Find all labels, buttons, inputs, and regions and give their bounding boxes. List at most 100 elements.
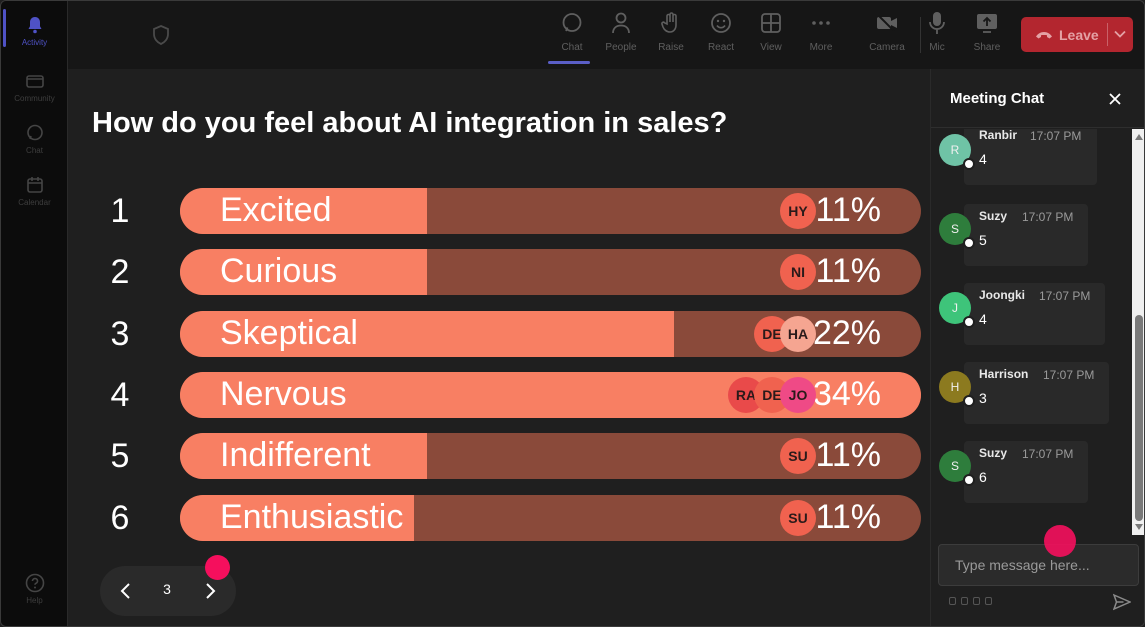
avatar: R — [939, 134, 971, 166]
voter-avatars: SU — [780, 499, 816, 536]
option-percent: 11% — [815, 497, 881, 536]
presence-status-icon — [963, 237, 975, 249]
option-bar: Curious 11% NI — [180, 249, 921, 296]
rail-item-help[interactable]: Help — [7, 565, 62, 613]
app-rail: Activity Community Chat Calendar Help — [1, 1, 68, 626]
toolbar-raise-button[interactable]: Raise — [647, 11, 695, 61]
toolbar-chat-button[interactable]: Chat — [548, 11, 596, 64]
more-icon — [809, 11, 833, 35]
option-label: Enthusiastic — [220, 497, 404, 536]
poll-option-row: 2 Curious 11% NI — [68, 249, 930, 296]
raise-hand-icon — [659, 11, 683, 35]
format-icon[interactable] — [949, 597, 956, 605]
toolbar-camera-button[interactable]: Camera — [863, 11, 911, 61]
cursor-marker — [1044, 525, 1076, 557]
chat-header: Meeting Chat — [931, 69, 1144, 128]
chat-input-box — [938, 544, 1139, 586]
meeting-chat-panel: Meeting Chat Ranbir 17:07 PM 4 R Suzy 17:07 P… — [930, 69, 1144, 626]
voter-avatar[interactable]: SU — [780, 438, 816, 475]
presence-status-icon — [963, 316, 975, 328]
option-label: Excited — [220, 191, 332, 229]
send-icon[interactable] — [1113, 593, 1131, 611]
message-sender: Suzy — [979, 209, 1008, 223]
message-bubble: Ranbir 17:07 PM 4 — [964, 129, 1097, 185]
message-bubble: Suzy 17:07 PM 5 — [964, 204, 1088, 266]
presence-status-icon — [963, 395, 975, 407]
chat-icon — [560, 11, 584, 35]
poll-option-row: 1 Excited 11% HY — [68, 188, 930, 234]
poll-question: How do you feel about AI integration in … — [92, 107, 728, 139]
chevron-left-icon[interactable] — [114, 579, 138, 603]
gif-icon[interactable] — [985, 597, 992, 605]
chat-scrollbar[interactable] — [1132, 129, 1144, 535]
scroll-up-arrow-icon[interactable] — [1135, 134, 1143, 140]
scroll-down-arrow-icon[interactable] — [1135, 524, 1143, 530]
message-sender: Suzy — [979, 446, 1008, 460]
message-time: 17:07 PM — [1039, 289, 1091, 303]
message-text: 6 — [979, 469, 987, 485]
rail-item-calendar[interactable]: Calendar — [7, 167, 62, 215]
scrollbar-thumb[interactable] — [1135, 315, 1143, 521]
voter-avatar[interactable]: JO — [780, 376, 816, 413]
message-sender: Ranbir — [979, 129, 1018, 142]
presence-status-icon — [963, 474, 975, 486]
formatting-icons — [949, 597, 992, 605]
message-text: 4 — [979, 311, 987, 327]
shield-icon — [153, 25, 169, 45]
voter-avatar[interactable]: SU — [780, 499, 816, 536]
message-bubble: Harrison 17:07 PM 3 — [964, 362, 1109, 424]
option-number: 4 — [110, 375, 130, 414]
message-text: 5 — [979, 232, 987, 248]
option-number: 3 — [110, 314, 130, 353]
message-sender: Harrison — [979, 367, 1029, 381]
toolbar-share-button[interactable]: Share — [963, 11, 1011, 61]
phone-hangup-icon — [1036, 31, 1052, 38]
chevron-down-icon[interactable] — [1113, 27, 1127, 41]
poll-option-row: 3 Skeptical 22% HA DE — [68, 310, 930, 357]
react-icon — [709, 11, 733, 35]
option-bar-fill — [180, 494, 414, 541]
rail-active-indicator — [3, 9, 6, 47]
option-percent: 11% — [815, 436, 881, 475]
toolbar-mic-button[interactable]: Mic — [913, 11, 961, 61]
option-bar-fill — [180, 310, 674, 357]
option-percent: 11% — [815, 252, 881, 291]
toolbar-react-button[interactable]: React — [697, 11, 745, 61]
rail-item-chat[interactable]: Chat — [7, 115, 62, 163]
toolbar-people-button[interactable]: People — [597, 11, 645, 61]
toolbar-view-button[interactable]: View — [747, 11, 795, 61]
option-label: Nervous — [220, 374, 347, 413]
rail-item-activity[interactable]: Activity — [7, 7, 62, 55]
people-icon — [609, 11, 633, 35]
option-bar-fill — [180, 188, 427, 234]
chat-message-input[interactable] — [939, 545, 1138, 585]
message-text: 4 — [979, 151, 987, 167]
voter-avatar[interactable]: NI — [780, 254, 816, 291]
chevron-right-icon[interactable] — [198, 579, 222, 603]
message-sender: Joongki — [979, 288, 1026, 302]
leave-button[interactable]: Leave — [1021, 17, 1133, 52]
message-bubble: Joongki 17:07 PM 4 — [964, 283, 1105, 345]
help-icon — [25, 573, 45, 593]
voter-avatar[interactable]: HA — [780, 315, 816, 352]
calendar-icon — [25, 175, 45, 195]
option-number: 1 — [110, 192, 130, 230]
attach-icon[interactable] — [961, 597, 968, 605]
voter-avatar[interactable]: HY — [780, 193, 816, 229]
message-time: 17:07 PM — [1022, 210, 1074, 224]
option-bar: Enthusiastic 11% SU — [180, 494, 921, 541]
message-bubble: Suzy 17:07 PM 6 — [964, 441, 1088, 503]
message-time: 17:07 PM — [1030, 129, 1082, 143]
rail-item-community[interactable]: Community — [7, 63, 62, 111]
option-percent: 11% — [815, 191, 881, 229]
poll-option-row: 5 Indifferent 11% SU — [68, 433, 930, 480]
emoji-icon[interactable] — [973, 597, 980, 605]
message-time: 17:07 PM — [1043, 368, 1095, 382]
chat-title: Meeting Chat — [950, 90, 1045, 107]
camera-off-icon — [875, 11, 899, 35]
option-bar: Skeptical 22% HA DE — [180, 310, 921, 357]
toolbar-more-button[interactable]: More — [797, 11, 845, 61]
community-icon — [25, 71, 45, 91]
close-icon[interactable] — [1107, 91, 1123, 107]
